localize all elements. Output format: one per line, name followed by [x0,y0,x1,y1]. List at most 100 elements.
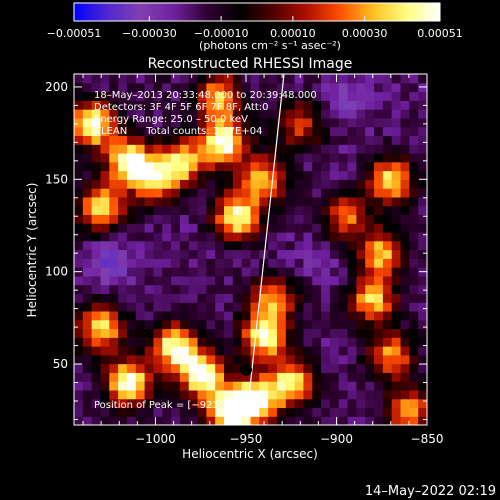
heatmap-cell [374,284,384,294]
heatmap-cell [285,249,296,259]
heatmap-cell [356,144,366,154]
heatmap-cell [276,196,287,207]
heatmap-cell [100,293,110,303]
heatmap-cell [188,372,199,382]
heatmap-cell [303,223,313,233]
heatmap-cell [118,152,128,163]
heatmap-cell [126,275,137,286]
heatmap-cell [259,196,269,207]
heatmap-cell [356,293,366,303]
heatmap-cell [82,91,93,101]
heatmap-cell [294,214,305,224]
heatmap-cell [303,152,313,163]
heatmap-cell [135,381,146,391]
heatmap-cell [206,74,216,84]
heatmap-cell [197,231,207,242]
heatmap-cell [312,188,322,198]
heatmap-cell [109,109,119,119]
y-tick-label: 100 [45,265,68,279]
heatmap-cell [118,346,128,356]
heatmap-cell [153,144,163,154]
heatmap-cell [285,117,296,128]
heatmap-cell [285,416,296,425]
heatmap-cell [276,205,287,215]
heatmap-cell [400,407,410,417]
heatmap-cell [400,249,410,259]
heatmap-cell [126,196,137,207]
heatmap-cell [206,144,216,154]
heatmap-cell [126,293,137,303]
heatmap-cell [276,249,287,259]
heatmap-cell [356,170,366,180]
heatmap-cell [241,196,252,207]
heatmap-cell [374,337,384,347]
heatmap-cell [109,293,119,303]
heatmap-cell [118,109,128,119]
heatmap-cell [382,188,393,198]
heatmap-cell [224,346,234,356]
heatmap-cell [303,310,313,321]
heatmap-cell [268,389,278,400]
heatmap-cell [259,205,269,215]
heatmap-cell [162,319,172,330]
heatmap-cell [400,126,410,137]
heatmap-cell [118,240,128,251]
heatmap-cell [409,214,419,224]
heatmap-cell [418,231,427,242]
heatmap-cell [374,170,384,180]
heatmap-cell [409,126,419,137]
heatmap-cell [259,188,269,198]
heatmap-cell [347,310,357,321]
heatmap-cell [126,249,137,259]
heatmap-cell [153,214,163,224]
heatmap-cell [259,398,269,409]
heatmap-cell [188,319,199,330]
heatmap-cell [126,363,137,373]
heatmap-cell [391,152,402,163]
heatmap-cell [303,214,313,224]
heatmap-cell [312,258,322,268]
heatmap-cell [347,407,357,417]
heatmap-cell [250,82,260,93]
heatmap-cell [135,188,146,198]
heatmap-cell [356,319,366,330]
heatmap-cell [171,363,181,373]
heatmap-cell [109,389,119,400]
heatmap-cell [144,152,155,163]
heatmap-cell [153,179,163,189]
heatmap-cell [206,354,216,365]
heatmap-cell [250,170,260,180]
heatmap-cell [365,100,375,110]
heatmap-cell [153,284,163,294]
heatmap-cell [188,117,199,128]
heatmap-cell [91,240,102,251]
heatmap-cell [409,91,419,101]
heatmap-cell [312,91,322,101]
heatmap-cell [374,144,384,154]
heatmap-cell [232,91,243,101]
heatmap-cell [82,267,93,277]
heatmap-cell [118,82,128,93]
heatmap-cell [321,223,331,233]
heatmap-cell [135,363,146,373]
heatmap-cell [153,82,163,93]
heatmap-cell [285,82,296,93]
heatmap-cell [400,398,410,409]
heatmap-cell [215,135,225,145]
heatmap-cell [144,416,155,425]
heatmap-cell [285,363,296,373]
heatmap-cell [338,346,349,356]
heatmap-cell [206,223,216,233]
heatmap-cell [206,214,216,224]
heatmap-cell [338,416,349,425]
heatmap-cell [118,91,128,101]
heatmap-cell [171,354,181,365]
heatmap-cell [171,310,181,321]
heatmap-cell [224,354,234,365]
heatmap-cell [109,284,119,294]
heatmap-cell [329,275,340,286]
heatmap-cell [215,258,225,268]
heatmap-cell [259,319,269,330]
heatmap-cell [126,126,137,137]
heatmap-cell [171,179,181,189]
